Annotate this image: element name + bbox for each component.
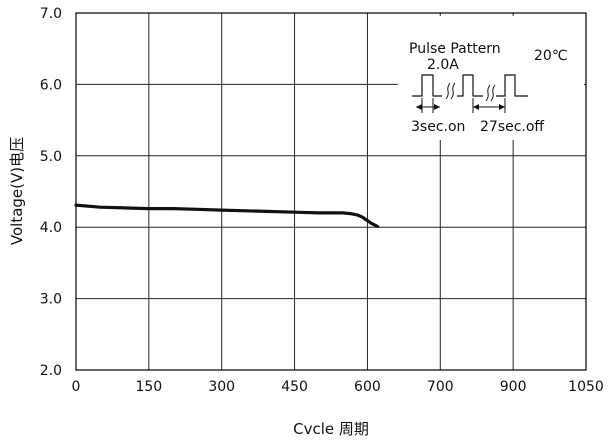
x-tick-label: 150	[135, 379, 162, 395]
plot-frame	[75, 12, 587, 371]
y-tick-label: 3.0	[40, 292, 62, 308]
x-tick-label: 450	[281, 379, 308, 395]
pulse-waveform	[412, 74, 528, 97]
x-tick-label: 600	[354, 379, 381, 395]
break-mark	[445, 82, 496, 102]
y-tick-label: 7.0	[40, 6, 62, 22]
voltage-curve	[74, 203, 380, 229]
y-tick-label: 2.0	[40, 363, 62, 379]
off-time-arrow	[472, 98, 506, 113]
y-tick-label: 4.0	[40, 220, 62, 236]
on-time-arrow	[416, 98, 440, 113]
legend: Pulse Pattern 2.0A 20℃ 3sec.on 27sec.off	[398, 16, 584, 140]
legend-current-label: 2.0A	[427, 57, 459, 73]
x-tick-label: 300	[208, 379, 235, 395]
x-tick-label: 900	[500, 379, 527, 395]
legend-box	[398, 16, 584, 140]
x-axis-title: Cvcle 周期	[293, 420, 369, 438]
y-axis-title: Voltage(V)电压	[8, 137, 26, 245]
x-tick-label: 700	[427, 379, 454, 395]
y-tick-label: 6.0	[40, 77, 62, 93]
legend-pattern-label: Pulse Pattern	[409, 41, 501, 57]
y-tick-label: 5.0	[40, 149, 62, 165]
legend-temp-label: 20℃	[534, 48, 568, 64]
x-tick-labels: 0 150 300 450 600 700 900 1050	[72, 379, 604, 395]
legend-off-time-label: 27sec.off	[480, 119, 544, 135]
legend-on-time-label: 3sec.on	[411, 119, 465, 135]
x-tick-label: 0	[72, 379, 81, 395]
x-tick-label: 1050	[568, 379, 604, 395]
y-tick-labels: 2.0 3.0 4.0 5.0 6.0 7.0	[40, 6, 62, 379]
